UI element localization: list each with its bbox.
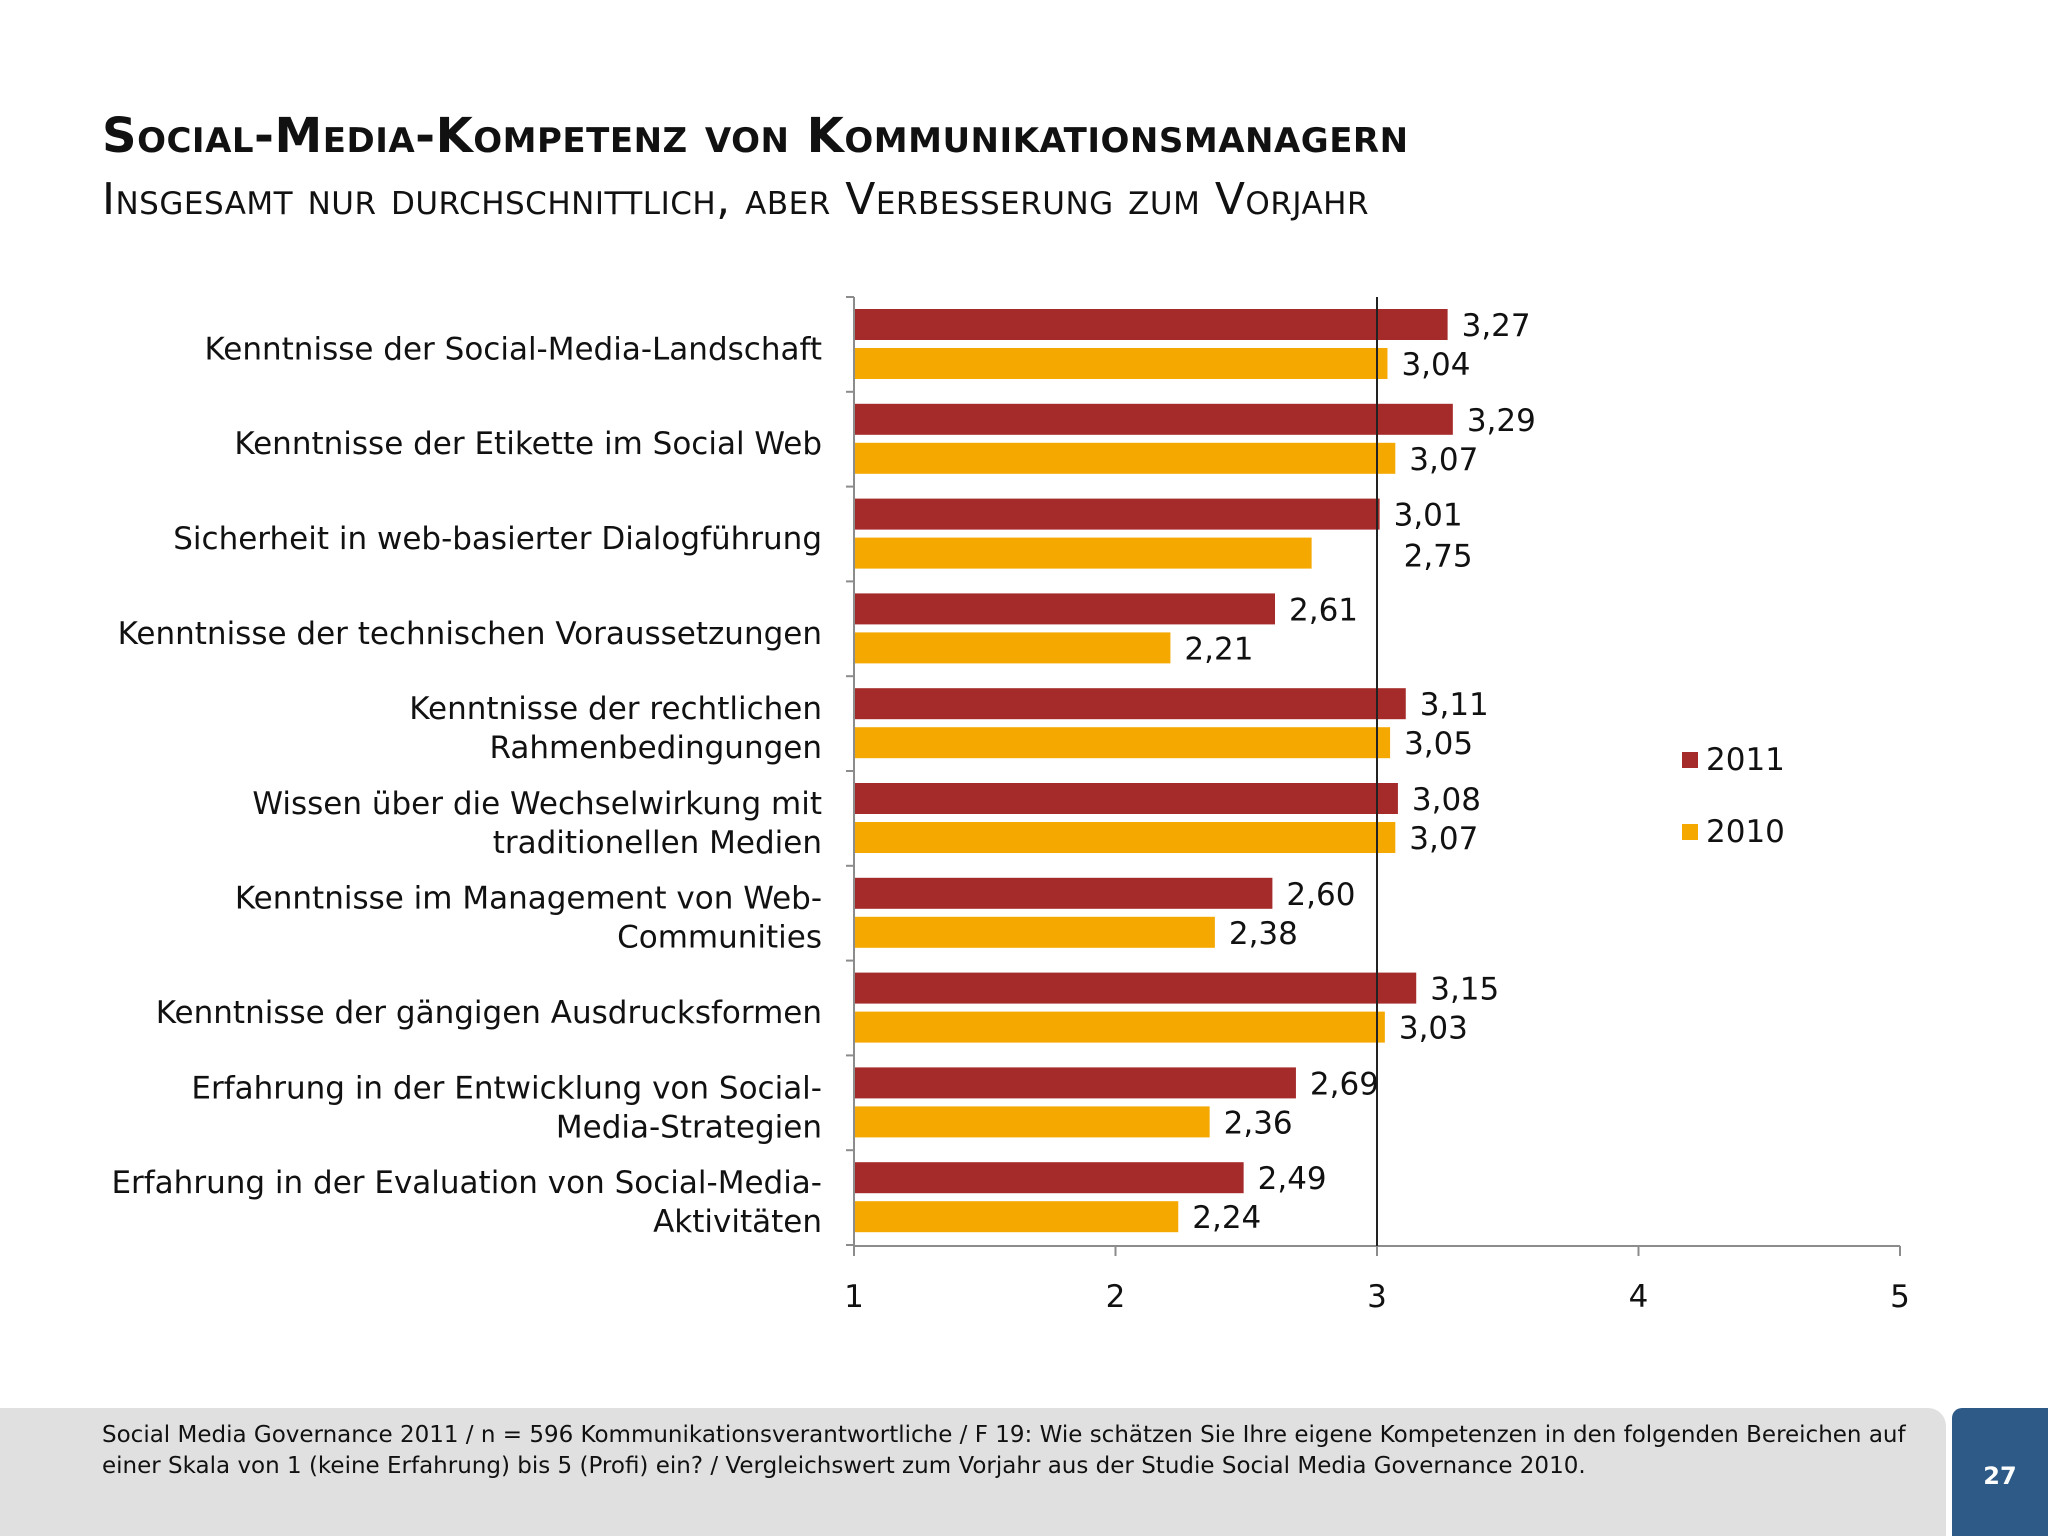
legend-swatch-2011 <box>1682 752 1698 768</box>
data-label-2010-2: 2,75 <box>1404 539 1473 575</box>
bar-2010-2 <box>855 537 1312 569</box>
bar-2011-3 <box>855 593 1276 625</box>
bar-2011-8 <box>855 1067 1296 1099</box>
data-label-2011-4: 3,11 <box>1420 687 1489 723</box>
bar-2011-7 <box>855 972 1417 1004</box>
data-label-2010-9: 2,24 <box>1192 1200 1261 1236</box>
bar-2010-0 <box>855 348 1388 379</box>
data-label-2010-1: 3,07 <box>1409 442 1478 478</box>
bar-2011-1 <box>855 403 1453 435</box>
data-label-2010-0: 3,04 <box>1401 347 1470 383</box>
data-label-2010-4: 3,05 <box>1404 726 1473 762</box>
bar-2010-4 <box>855 727 1391 759</box>
category-label-9: Erfahrung in der Evaluation von Social-M… <box>111 1165 822 1201</box>
bar-2011-4 <box>855 688 1406 720</box>
data-label-2011-2: 3,01 <box>1394 498 1463 534</box>
bar-2010-5 <box>855 822 1396 853</box>
legend-swatch-2010 <box>1682 824 1698 840</box>
category-label-8: Media-Strategien <box>556 1109 822 1145</box>
category-label-6: Kenntnisse im Management von Web- <box>235 881 822 917</box>
bar-2011-6 <box>855 877 1273 909</box>
chart-title: Social-Media-Kompetenz von Kommunikation… <box>102 108 1409 164</box>
data-label-2011-6: 2,60 <box>1286 877 1355 913</box>
page-number-box <box>1952 1408 2048 1536</box>
category-label-8: Erfahrung in der Entwicklung von Social- <box>191 1070 822 1106</box>
x-tick-label: 5 <box>1890 1279 1910 1315</box>
bar-2010-6 <box>855 916 1215 948</box>
bar-2011-5 <box>855 783 1398 814</box>
bar-2010-7 <box>855 1011 1385 1043</box>
data-label-2010-3: 2,21 <box>1184 631 1253 667</box>
data-label-2011-8: 2,69 <box>1310 1066 1379 1102</box>
data-label-2010-7: 3,03 <box>1399 1011 1468 1047</box>
footer-note: Social Media Governance 2011 / n = 596 K… <box>102 1422 1906 1479</box>
data-label-2010-8: 2,36 <box>1224 1105 1293 1141</box>
data-label-2011-1: 3,29 <box>1467 403 1536 439</box>
data-label-2011-0: 3,27 <box>1462 308 1531 344</box>
bar-2010-8 <box>855 1106 1210 1138</box>
bar-2011-9 <box>855 1162 1244 1194</box>
data-label-2011-9: 2,49 <box>1258 1161 1327 1197</box>
bar-chart: 1 2 3 4 5 3,27 3,29 3,01 2,61 3,11 3,08 2,60 3,15 2,6… <box>111 296 1910 1315</box>
bar-2011-0 <box>855 309 1448 340</box>
category-label-1: Kenntnisse der Etikette im Social Web <box>234 426 822 462</box>
category-label-5: Wissen über die Wechselwirkung mit <box>252 786 822 822</box>
x-tick-label: 4 <box>1629 1279 1649 1315</box>
category-label-7: Kenntnisse der gängigen Ausdrucksformen <box>156 995 822 1031</box>
category-label-5: traditionellen Medien <box>493 825 822 861</box>
bar-2010-3 <box>855 632 1171 664</box>
category-label-4: Kenntnisse der rechtlichen <box>409 691 822 727</box>
category-label-4: Rahmenbedingungen <box>490 730 822 766</box>
legend-label-2011: 2011 <box>1706 742 1785 778</box>
category-label-3: Kenntnisse der technischen Voraussetzung… <box>118 616 822 652</box>
data-label-2010-6: 2,38 <box>1229 916 1298 952</box>
category-label-6: Communities <box>617 920 822 956</box>
data-label-2010-5: 3,07 <box>1409 821 1478 857</box>
x-tick-label: 3 <box>1367 1279 1387 1315</box>
x-tick-label: 1 <box>844 1279 864 1315</box>
bar-2011-2 <box>855 498 1380 530</box>
page-number: 27 <box>1983 1462 2017 1490</box>
category-label-2: Sicherheit in web-basierter Dialogführun… <box>173 521 822 557</box>
category-label-0: Kenntnisse der Social-Media-Landschaft <box>205 331 823 367</box>
chart-subtitle: Insgesamt nur durchschnittlich, aber Ver… <box>102 174 1370 225</box>
footer-bar <box>0 1408 1946 1536</box>
bar-2010-1 <box>855 442 1396 474</box>
bar-2010-9 <box>855 1201 1179 1233</box>
data-label-2011-5: 3,08 <box>1412 782 1481 818</box>
legend-label-2010: 2010 <box>1706 814 1785 850</box>
data-label-2011-3: 2,61 <box>1289 592 1358 628</box>
data-label-2011-7: 3,15 <box>1430 972 1499 1008</box>
x-tick-label: 2 <box>1106 1279 1126 1315</box>
category-label-9: Aktivitäten <box>653 1204 822 1240</box>
